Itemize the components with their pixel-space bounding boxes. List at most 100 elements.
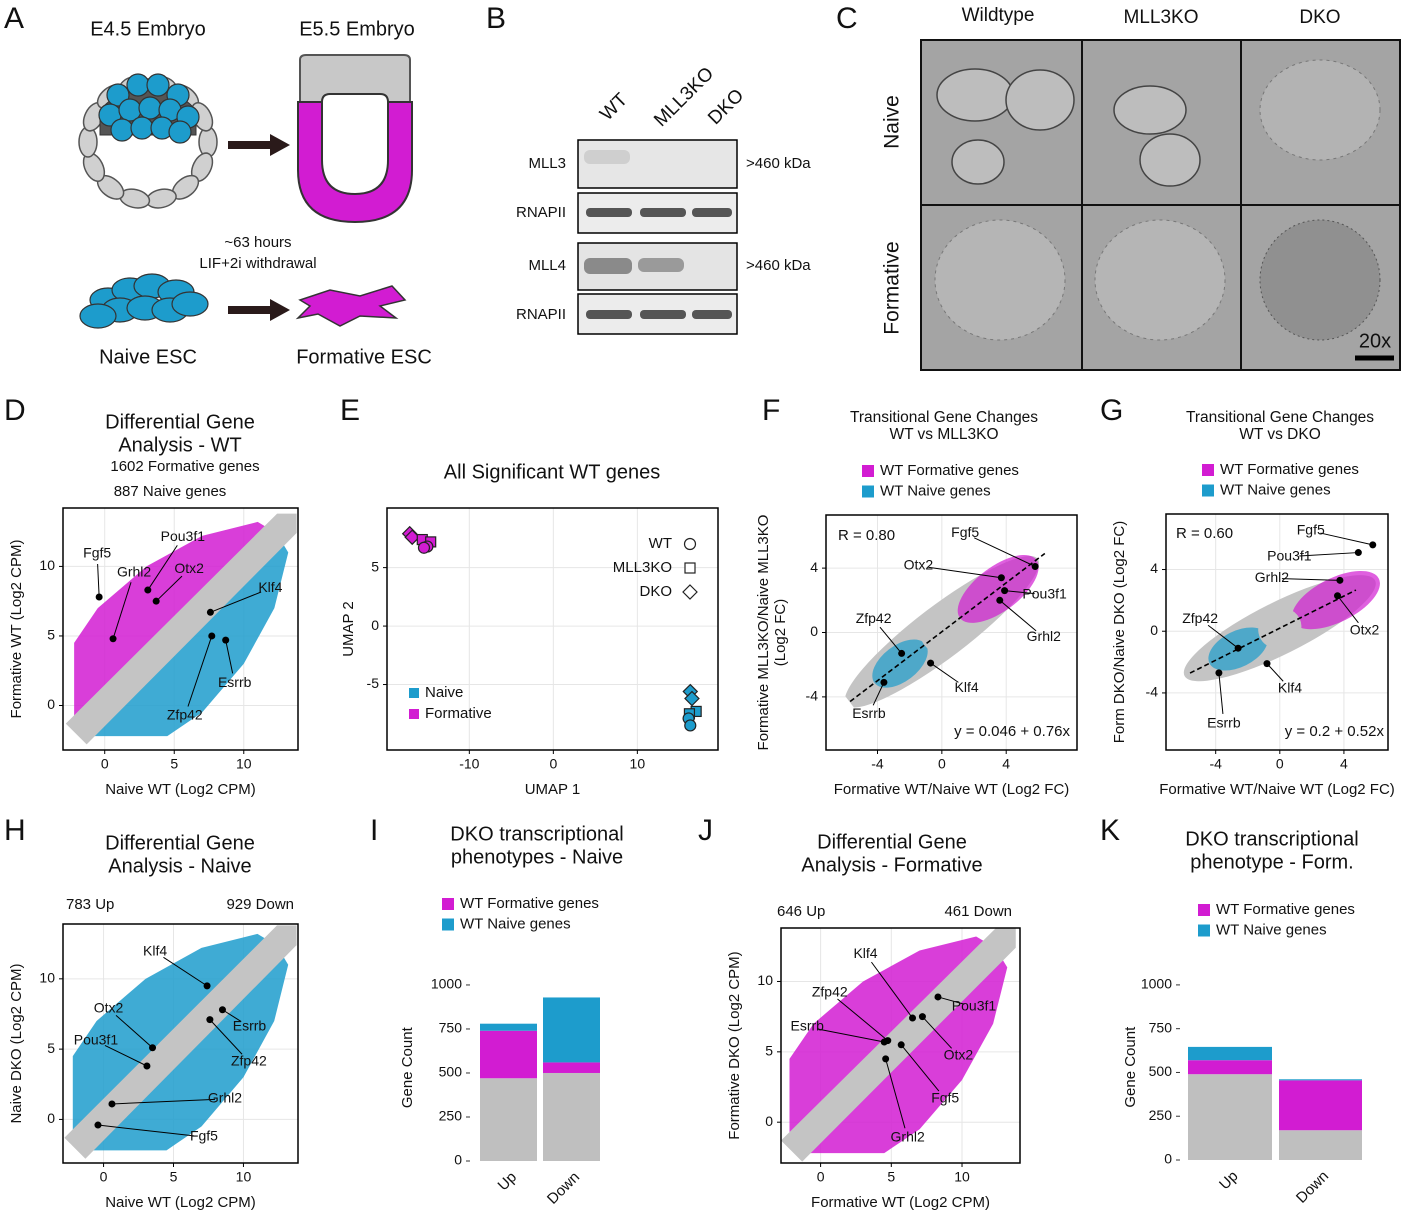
legend-label: WT: [649, 535, 672, 552]
leader-line: [816, 1028, 885, 1043]
point: [898, 649, 906, 657]
row-label: Formative: [881, 241, 904, 334]
chart-title: All Significant WT genes: [444, 461, 660, 483]
legend-swatch: [1202, 464, 1214, 476]
embryo-cavity: [321, 93, 389, 196]
leader-line: [879, 626, 903, 654]
annotation: 1602 Formative genes: [110, 458, 259, 475]
point: [1234, 644, 1242, 652]
point-label: Fgf5: [1297, 522, 1325, 538]
legend-label: WT Naive genes: [460, 915, 571, 932]
y-tick-label: 0: [765, 1113, 773, 1129]
colony: [936, 68, 1014, 122]
point-label: Klf4: [1278, 679, 1302, 695]
plot-frame: [780, 927, 1021, 1164]
leader-line: [872, 682, 885, 706]
y-tick-label: 10: [39, 970, 55, 986]
point: [1369, 541, 1377, 549]
chart-title: Analysis - WT: [118, 434, 241, 456]
cell: [146, 73, 170, 97]
annotation: y = 0.2 + 0.52x: [1285, 723, 1385, 740]
y-tick-label: 4: [1150, 560, 1158, 576]
panel-letter: F: [762, 394, 780, 427]
y-tick-label: -4: [806, 688, 819, 704]
cell: [78, 126, 98, 158]
annotation: R = 0.60: [1176, 525, 1233, 542]
leader-line: [97, 1124, 195, 1137]
point-label: Klf4: [955, 679, 979, 695]
point: [1334, 592, 1342, 600]
x-tick-label: 5: [887, 1169, 895, 1185]
point-label: Pou3f1: [161, 528, 206, 544]
y-tick-label: 750: [1149, 1019, 1173, 1035]
marker: [684, 719, 697, 732]
chart-title: WT vs MLL3KO: [889, 426, 998, 443]
x-axis-label: Naive WT (Log2 CPM): [105, 781, 256, 798]
chart-title: DKO transcriptional: [450, 823, 623, 845]
cell: [168, 120, 192, 144]
band: [584, 258, 632, 274]
column-label: Wildtype: [962, 5, 1035, 26]
legend-label: WT Formative genes: [460, 895, 599, 912]
y-tick-label: 0: [1164, 1151, 1172, 1167]
panel-c: Wildtype MLL3KO DKO Naive Formative 20x: [881, 5, 1401, 371]
y-tick-label: 4: [810, 559, 818, 575]
bar-segment: [480, 1023, 537, 1031]
panel-letter: G: [1100, 394, 1123, 427]
marker: [684, 562, 696, 574]
point: [218, 1006, 226, 1014]
point-label: Fgf5: [83, 545, 111, 561]
y-axis-label: (Log2 FC): [772, 599, 789, 667]
point-label: Grhl2: [117, 563, 151, 579]
cell-shape: [295, 285, 407, 327]
point-label: Otx2: [904, 556, 934, 572]
colony: [1139, 133, 1201, 187]
point-label: Zfp42: [167, 707, 203, 723]
y-tick-label: 5: [765, 1043, 773, 1059]
leader-line: [1004, 590, 1035, 595]
x-tick-label: 10: [236, 1169, 252, 1185]
cell: [198, 126, 218, 158]
arrow-head: [270, 134, 290, 156]
point-label: Otx2: [174, 560, 204, 576]
density-cloud: [65, 513, 297, 745]
label: Formative ESC: [296, 346, 432, 368]
leader-line: [225, 640, 234, 674]
leader-line: [147, 545, 178, 591]
y-tick-label: 0: [371, 617, 379, 633]
legend-swatch: [862, 465, 874, 477]
panel-b: WT MLL3KO DKO MLL3 RNAPII MLL4 RNAPII >4…: [516, 63, 811, 335]
embryo-shape: [299, 54, 411, 106]
y-tick-label: 0: [1150, 622, 1158, 638]
leader-line: [900, 1044, 940, 1092]
point-label: Grhl2: [208, 1090, 242, 1106]
leader-line: [111, 1098, 215, 1105]
legend-label: WT Formative genes: [880, 462, 1019, 479]
leader-line: [155, 575, 183, 602]
bar-segment: [543, 1062, 600, 1073]
legend-swatch: [1198, 924, 1210, 937]
colony: [1005, 69, 1075, 131]
fit-line: [1189, 589, 1357, 674]
point-label: Zfp42: [812, 983, 848, 999]
point: [997, 574, 1005, 582]
bar-segment: [1188, 1074, 1272, 1160]
y-axis-label: UMAP 2: [340, 601, 357, 657]
legend-swatch: [1198, 904, 1210, 916]
annotation: 929 Down: [226, 896, 294, 913]
colony: [1259, 219, 1381, 341]
y-tick-label: 0: [810, 623, 818, 639]
bar-segment: [1279, 1079, 1362, 1081]
point-label: Esrrb: [218, 674, 252, 690]
leader-line: [930, 662, 959, 683]
x-tick-label: 0: [1276, 756, 1284, 772]
bar-segment: [543, 1072, 600, 1161]
annotation: R = 0.80: [838, 527, 895, 544]
colony: [1094, 219, 1226, 341]
panel-letter: C: [836, 2, 858, 35]
point: [1031, 563, 1039, 571]
point: [203, 982, 211, 990]
x-tick-label: 4: [1340, 756, 1348, 772]
cell: [130, 116, 154, 140]
band: [692, 208, 732, 217]
